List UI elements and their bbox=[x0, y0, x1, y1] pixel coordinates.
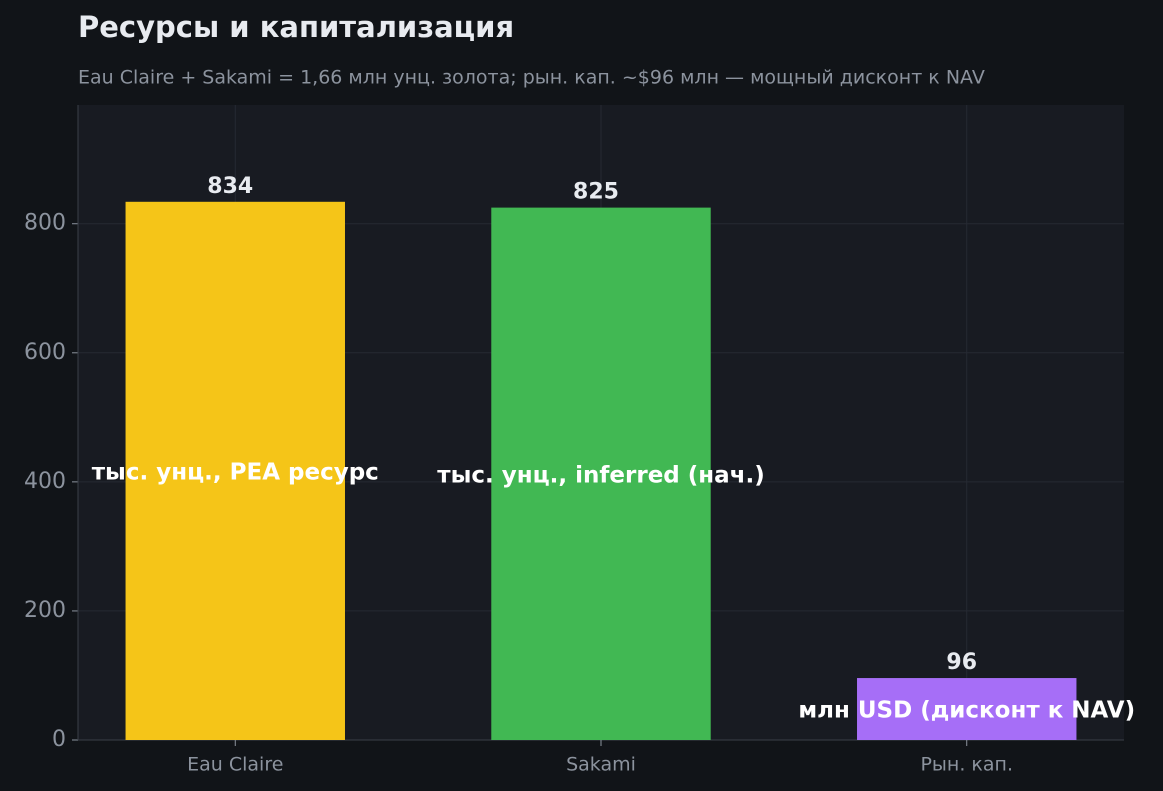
y-tick-label: 0 bbox=[52, 727, 66, 752]
chart-title: Ресурсы и капитализация bbox=[78, 10, 514, 44]
y-tick-label: 800 bbox=[24, 211, 66, 236]
bar bbox=[491, 207, 711, 741]
bar bbox=[857, 678, 1077, 740]
bar-label: тыс. унц., inferred (нач.) bbox=[437, 462, 765, 488]
y-tick-label: 600 bbox=[24, 340, 66, 365]
y-tick-label: 200 bbox=[24, 598, 66, 623]
bar-label: тыс. унц., PEA ресурс bbox=[92, 459, 379, 485]
bar-label: млн USD (дисконт к NAV) bbox=[798, 698, 1135, 724]
value-label: 834 bbox=[207, 174, 253, 199]
bar bbox=[125, 201, 345, 741]
x-tick-label: Рын. кап. bbox=[920, 754, 1013, 776]
chart-subtitle: Eau Claire + Sakami = 1,66 млн унц. золо… bbox=[78, 67, 985, 89]
x-tick-label: Sakami bbox=[566, 754, 636, 776]
value-label: 825 bbox=[573, 180, 619, 205]
value-label: 96 bbox=[946, 650, 977, 675]
y-tick-label: 400 bbox=[24, 469, 66, 494]
x-tick-label: Eau Claire bbox=[187, 754, 283, 776]
